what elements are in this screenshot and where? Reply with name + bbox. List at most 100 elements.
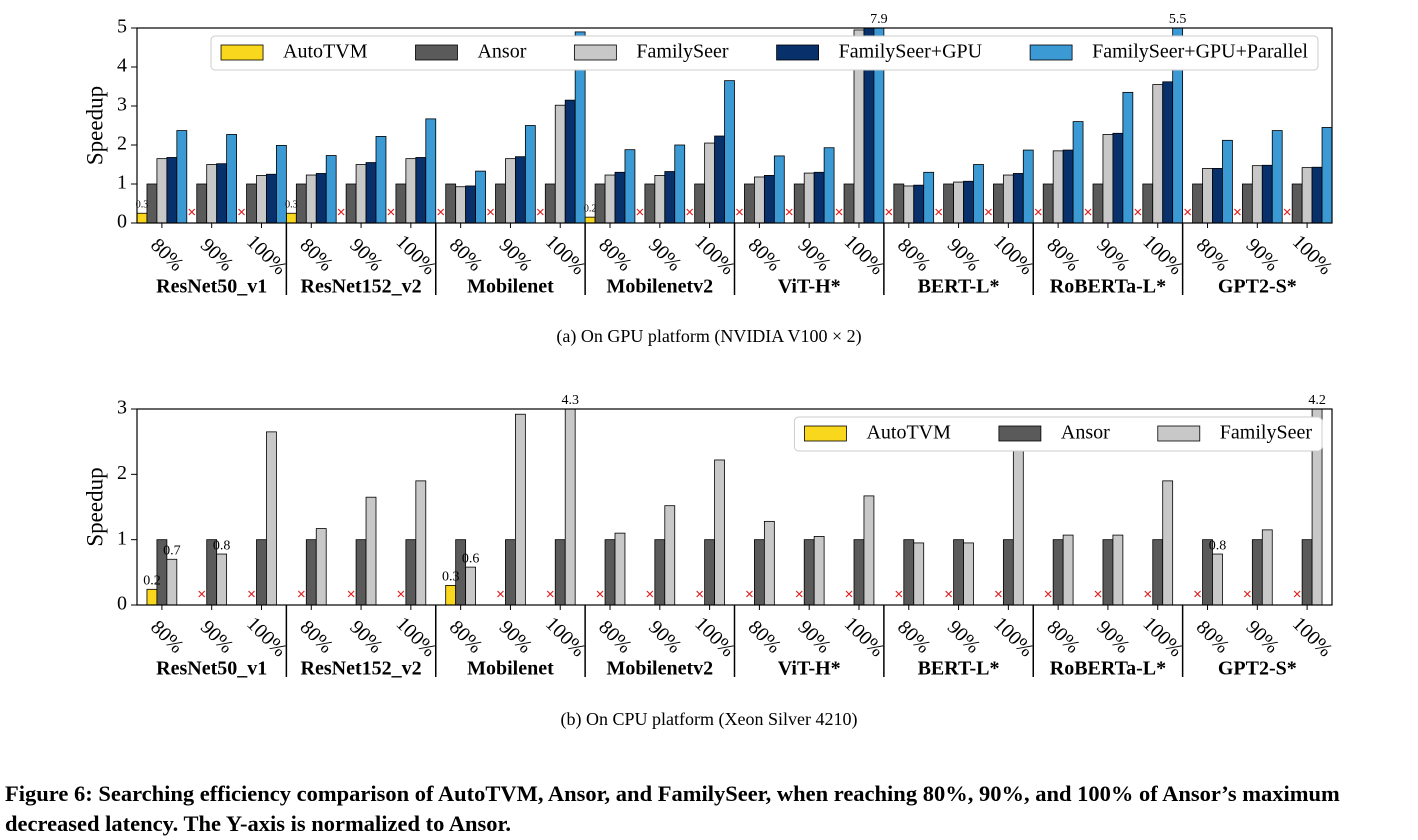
bar: [694, 183, 706, 223]
missing-marker: [835, 208, 843, 216]
missing-marker: [785, 208, 793, 216]
bar: [873, 28, 885, 223]
x-tick-label: 90%: [345, 234, 386, 275]
bar: [524, 125, 536, 223]
plot-bars: [137, 28, 1332, 223]
bar: [644, 183, 656, 223]
bar: [604, 174, 616, 223]
group-label: ResNet152_v2: [301, 276, 422, 298]
bar: [903, 185, 915, 223]
bar: [137, 212, 148, 223]
bar: [425, 118, 437, 223]
bar: [1002, 174, 1014, 223]
group-label: ViT-H*: [778, 276, 841, 298]
y-tick-label: 2: [117, 133, 127, 155]
bar: [823, 147, 835, 223]
x-tick-label: 80%: [594, 616, 635, 657]
bar: [266, 173, 277, 223]
bar: [515, 156, 526, 223]
bar: [744, 183, 755, 223]
legend-label: Ansor: [477, 41, 526, 63]
missing-marker: [636, 208, 644, 216]
y-tick-label: 1: [117, 527, 127, 549]
x-tick-label: 100%: [1138, 613, 1187, 662]
legend: AutoTVM Ansor FamilySeer FamilySeer+GPU Fami…: [210, 35, 1319, 71]
bar: [664, 171, 676, 223]
bar: [803, 539, 815, 605]
value-label: 0.2: [584, 203, 597, 214]
bar: [923, 171, 935, 223]
legend-label: Ansor: [1061, 422, 1110, 444]
bar: [1142, 183, 1154, 223]
group-label: BERT-L*: [918, 276, 1000, 298]
missing-marker: [646, 590, 654, 598]
x-tick-label: 90%: [1092, 234, 1133, 275]
bar: [1042, 183, 1054, 223]
value-label: 5.5: [1169, 12, 1187, 27]
bar: [445, 183, 457, 223]
bar: [1152, 539, 1164, 605]
x-tick-label: 90%: [943, 234, 984, 275]
x-tick-label: 100%: [840, 613, 889, 662]
bar: [355, 164, 367, 223]
bar: [1202, 167, 1213, 223]
bar: [176, 130, 188, 223]
bar: [893, 183, 905, 223]
x-tick-label: 100%: [392, 613, 441, 662]
missing-marker: [985, 208, 992, 216]
x-tick-label: 90%: [196, 616, 237, 657]
legend-label: FamilySeer: [636, 41, 729, 63]
x-tick-label: 80%: [744, 616, 785, 657]
bar: [256, 539, 267, 605]
bar: [953, 181, 964, 223]
legend-swatch: [573, 44, 617, 61]
legend-swatch: [804, 425, 847, 442]
missing-marker: [994, 590, 1002, 598]
y-tick-label: 0: [117, 593, 127, 615]
bar: [714, 135, 725, 223]
x-tick-label: 80%: [893, 234, 934, 275]
legend-box: [210, 35, 1319, 71]
x-tick-label: 90%: [1092, 616, 1133, 657]
bar: [1212, 553, 1223, 605]
value-label: 0.7: [163, 543, 181, 558]
bar: [305, 539, 317, 605]
bar: [166, 157, 178, 223]
bar: [1222, 139, 1233, 223]
missing-marker: [397, 590, 405, 598]
bar: [813, 536, 825, 605]
y-tick-label: 4: [117, 55, 127, 77]
x-tick-label: 100%: [690, 613, 739, 662]
missing-marker: [1184, 208, 1192, 216]
x-tick-label: 100%: [392, 231, 441, 280]
bar: [515, 413, 526, 605]
bar: [216, 163, 228, 223]
x-tick-label: 80%: [1042, 616, 1083, 657]
bar: [1102, 134, 1114, 223]
legend-label: AutoTVM: [283, 41, 368, 63]
missing-marker: [885, 208, 893, 216]
x-tick-label: 90%: [793, 234, 834, 275]
missing-marker: [188, 208, 196, 216]
legend-box: [793, 416, 1323, 452]
bar: [246, 183, 257, 223]
bar: [285, 212, 297, 223]
y-axis-label: Speedup: [82, 467, 107, 546]
bar: [505, 539, 516, 605]
chart-caption: (b) On CPU platform (Xeon Silver 4210): [561, 709, 858, 730]
y-tick-label: 2: [117, 462, 127, 484]
missing-marker: [1094, 590, 1102, 598]
bar: [763, 175, 775, 223]
x-tick-label: 90%: [196, 234, 237, 275]
bar: [1311, 409, 1323, 605]
missing-marker: [536, 208, 544, 216]
x-tick-label: 100%: [1288, 613, 1337, 662]
bar: [1321, 127, 1332, 223]
x-tick-label: 100%: [840, 231, 889, 280]
bar: [714, 459, 725, 605]
value-label: 4.2: [1308, 393, 1326, 408]
bar: [1172, 28, 1184, 223]
x-tick-label: 80%: [445, 234, 486, 275]
legend-label: FamilySeer: [1220, 422, 1313, 444]
missing-marker: [297, 590, 305, 598]
